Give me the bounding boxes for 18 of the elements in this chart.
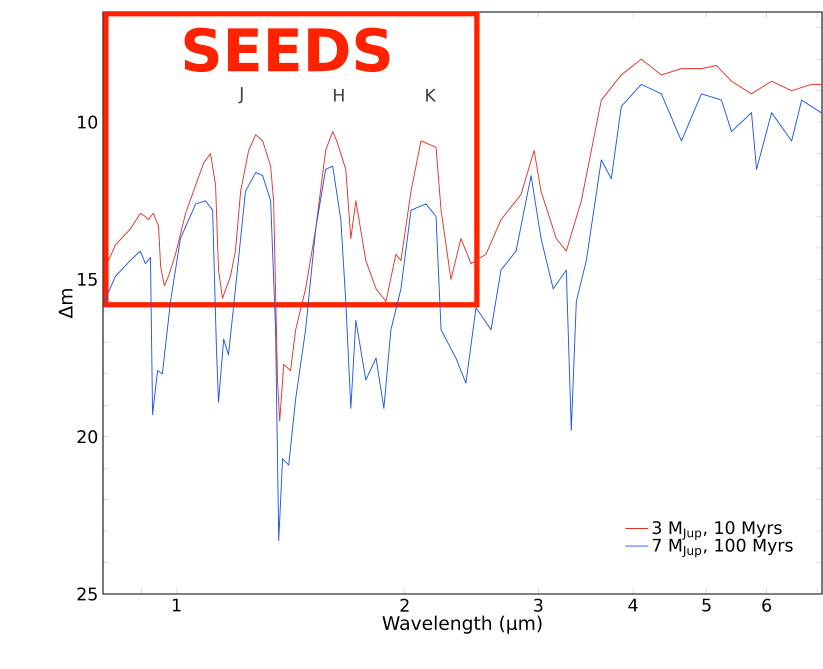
annotation: H xyxy=(334,88,344,102)
annotation: SEEDS xyxy=(184,28,390,72)
y-tick-label: 25 xyxy=(78,587,97,601)
x-tick-label: 3 xyxy=(534,598,542,612)
legend-label: 7 M$_{Jup}$, 100 Myrs xyxy=(652,538,793,558)
x-tick-label: 1 xyxy=(172,598,180,612)
annotation: K xyxy=(426,88,436,102)
y-tick-label: 20 xyxy=(78,430,98,444)
legend-label: 3 M$_{Jup}$, 10 Myrs xyxy=(652,521,782,540)
annotation: J xyxy=(238,87,243,104)
x-tick-label: 6 xyxy=(762,598,772,612)
x-tick-label: 5 xyxy=(702,598,711,612)
x-tick-label: 4 xyxy=(628,598,638,612)
y-axis-title: Δm xyxy=(58,289,72,318)
y-tick-label: 15 xyxy=(78,272,97,286)
x-tick-label: 2 xyxy=(400,598,409,612)
x-axis-title: Wavelength (μm) xyxy=(382,616,542,634)
y-tick-label: 10 xyxy=(78,116,98,129)
